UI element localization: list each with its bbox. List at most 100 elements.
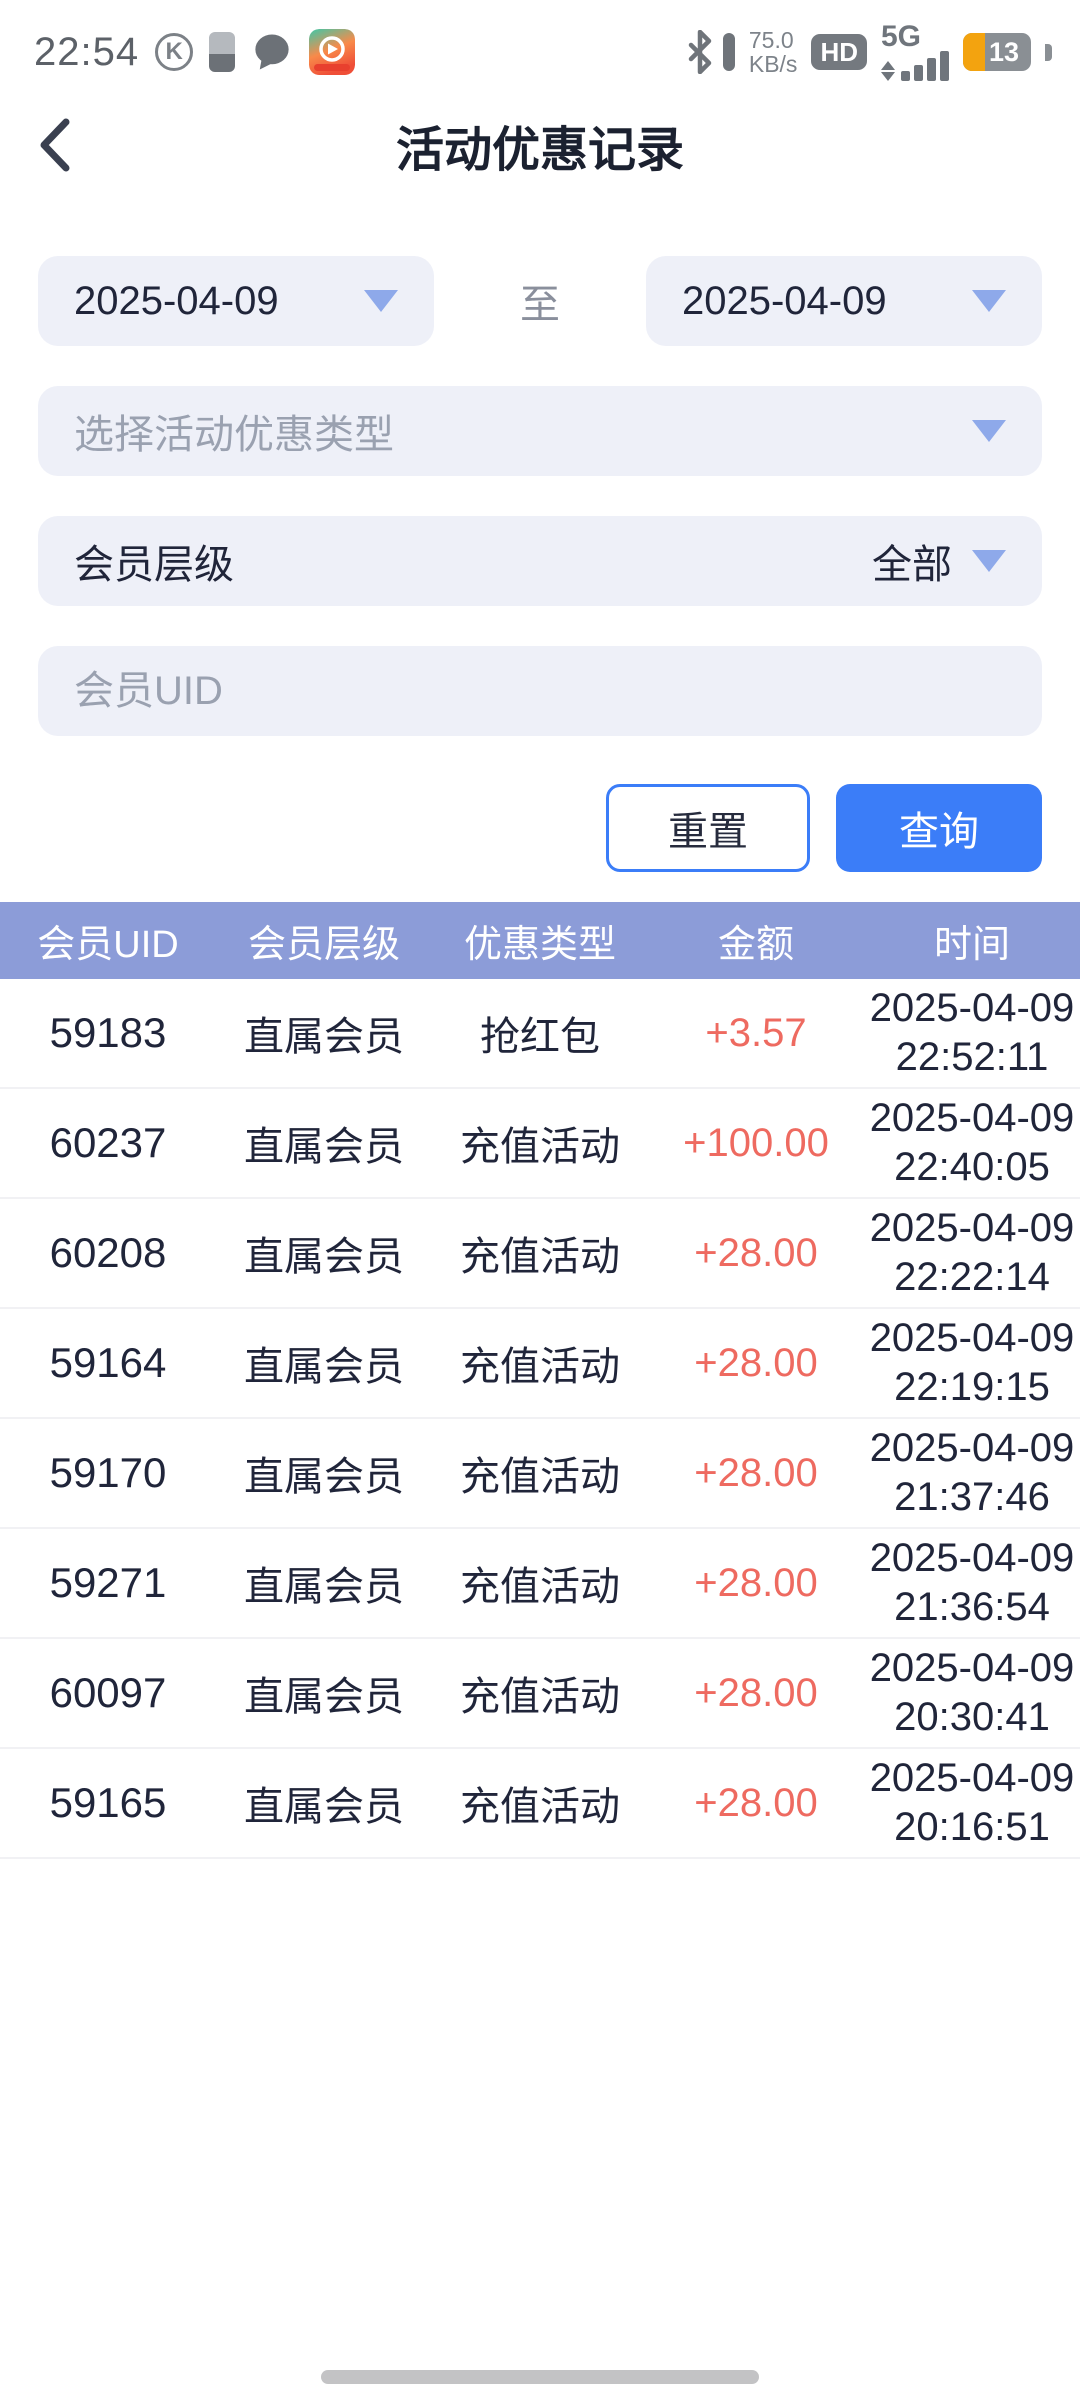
signal-bars-icon [901,51,949,81]
cell-type: 充值活动 [460,1675,620,1719]
table-row: 59271 直属会员 充值活动 +28.00 2025-04-09 21:36:… [0,1529,1080,1639]
battery-cap [1045,43,1052,61]
reset-button[interactable]: 重置 [606,784,810,872]
cell-time: 2025-04-09 21:36:54 [864,1534,1080,1632]
k-circle-icon: K [155,33,194,71]
cell-type: 充值活动 [460,1235,620,1279]
network-speed: 75.0 KB/s [749,28,798,76]
cell-level: 直属会员 [244,1125,404,1169]
cell-uid: 59271 [49,1559,167,1606]
cell-date-line: 2025-04-09 [869,1206,1075,1250]
cell-time: 2025-04-09 21:37:46 [864,1424,1080,1522]
cell-uid: 59183 [49,1009,167,1056]
status-time: 22:54 [34,29,140,74]
cell-level: 直属会员 [244,1235,404,1279]
date-range-row: 2025-04-09 至 2025-04-09 [38,256,1042,346]
cell-time-line: 22:52:11 [895,1035,1049,1079]
cell-uid: 60237 [49,1119,167,1166]
cell-level: 直属会员 [244,1675,404,1719]
cell-level: 直属会员 [244,1345,404,1389]
cell-time-line: 22:19:15 [894,1365,1050,1409]
hd-badge: HD [811,34,867,70]
cell-time-line: 22:22:14 [894,1255,1050,1299]
cell-level: 直属会员 [244,1785,404,1829]
cell-amount: +28.00 [694,1230,818,1275]
network-speed-value: 75.0 [748,27,794,53]
home-indicator[interactable] [321,2370,759,2384]
table-header: 会员UID 会员层级 优惠类型 金额 时间 [0,902,1080,979]
cell-time: 2025-04-09 20:16:51 [864,1754,1080,1852]
table-row: 60237 直属会员 充值活动 +100.00 2025-04-09 22:40… [0,1089,1080,1199]
date-to-value: 2025-04-09 [682,278,887,323]
cell-level: 直属会员 [244,1015,404,1059]
table-row: 60097 直属会员 充值活动 +28.00 2025-04-09 20:30:… [0,1639,1080,1749]
table-row: 59183 直属会员 抢红包 +3.57 2025-04-09 22:52:11 [0,979,1080,1089]
cell-type: 抢红包 [480,1015,600,1059]
cell-date-line: 2025-04-09 [869,1096,1075,1140]
query-button[interactable]: 查询 [836,784,1042,872]
video-app-icon [309,29,356,75]
cell-time-line: 20:16:51 [894,1805,1050,1849]
chevron-down-icon [972,420,1006,442]
back-icon[interactable] [30,116,78,174]
col-header-level: 会员层级 [247,924,400,966]
cell-date-line: 2025-04-09 [869,1646,1075,1690]
chevron-down-icon [972,290,1006,312]
cell-date-line: 2025-04-09 [869,986,1075,1030]
battery-percent: 13 [988,36,1020,67]
filter-actions: 重置 查询 [38,784,1042,872]
cell-uid: 60097 [49,1669,167,1716]
member-level-label: 会员层级 [74,543,234,587]
network-speed-unit: KB/s [748,51,798,77]
cell-type: 充值活动 [460,1565,620,1609]
table-row: 59164 直属会员 充值活动 +28.00 2025-04-09 22:19:… [0,1309,1080,1419]
promo-type-select[interactable]: 选择活动优惠类型 [38,386,1042,476]
cell-amount: +28.00 [694,1670,818,1715]
cell-type: 充值活动 [460,1455,620,1499]
col-header-amount: 金额 [717,924,794,966]
member-level-select[interactable]: 会员层级 全部 [38,516,1042,606]
promo-type-placeholder: 选择活动优惠类型 [74,413,394,457]
cell-uid: 59165 [49,1779,167,1826]
cell-time: 2025-04-09 22:22:14 [864,1204,1080,1302]
signal-block: 5G [881,20,949,81]
updown-arrows-icon [881,61,895,81]
table-row: 59170 直属会员 充值活动 +28.00 2025-04-09 21:37:… [0,1419,1080,1529]
table-row: 59165 直属会员 充值活动 +28.00 2025-04-09 20:16:… [0,1749,1080,1859]
battery-small-icon [209,32,236,72]
member-level-value: 全部 [872,543,952,587]
cell-uid: 60208 [49,1229,167,1276]
cell-date-line: 2025-04-09 [869,1316,1075,1360]
cell-time: 2025-04-09 20:30:41 [864,1644,1080,1742]
message-bubble-icon [255,34,289,70]
cell-type: 充值活动 [460,1345,620,1389]
cell-level: 直属会员 [244,1565,404,1609]
cell-time: 2025-04-09 22:52:11 [864,984,1080,1082]
cell-date-line: 2025-04-09 [869,1756,1075,1800]
battery-icon: 13 [963,33,1031,71]
filter-panel: 2025-04-09 至 2025-04-09 选择活动优惠类型 会员层级 全部… [0,256,1080,872]
uid-input[interactable] [38,646,1042,736]
date-from-select[interactable]: 2025-04-09 [38,256,434,346]
status-left-group: 22:54 K [34,29,356,75]
cell-type: 充值活动 [460,1125,620,1169]
cell-type: 充值活动 [460,1785,620,1829]
cell-time-line: 20:30:41 [894,1695,1050,1739]
bluetooth-device-battery-icon [722,33,735,71]
table-row: 60208 直属会员 充值活动 +28.00 2025-04-09 22:22:… [0,1199,1080,1309]
cell-amount: +28.00 [694,1560,818,1605]
chevron-down-icon [972,550,1006,572]
col-header-type: 优惠类型 [463,924,616,966]
cell-time-line: 22:40:05 [894,1145,1050,1189]
page-title: 活动优惠记录 [395,124,684,177]
cell-amount: +28.00 [694,1780,818,1825]
cell-date-line: 2025-04-09 [869,1426,1075,1470]
col-header-time: 时间 [933,924,1010,966]
network-type-label: 5G [881,20,922,53]
cell-time-line: 21:36:54 [894,1585,1050,1629]
cell-time: 2025-04-09 22:19:15 [864,1314,1080,1412]
cell-date-line: 2025-04-09 [869,1536,1075,1580]
cell-time-line: 21:37:46 [894,1475,1050,1519]
date-to-select[interactable]: 2025-04-09 [646,256,1042,346]
